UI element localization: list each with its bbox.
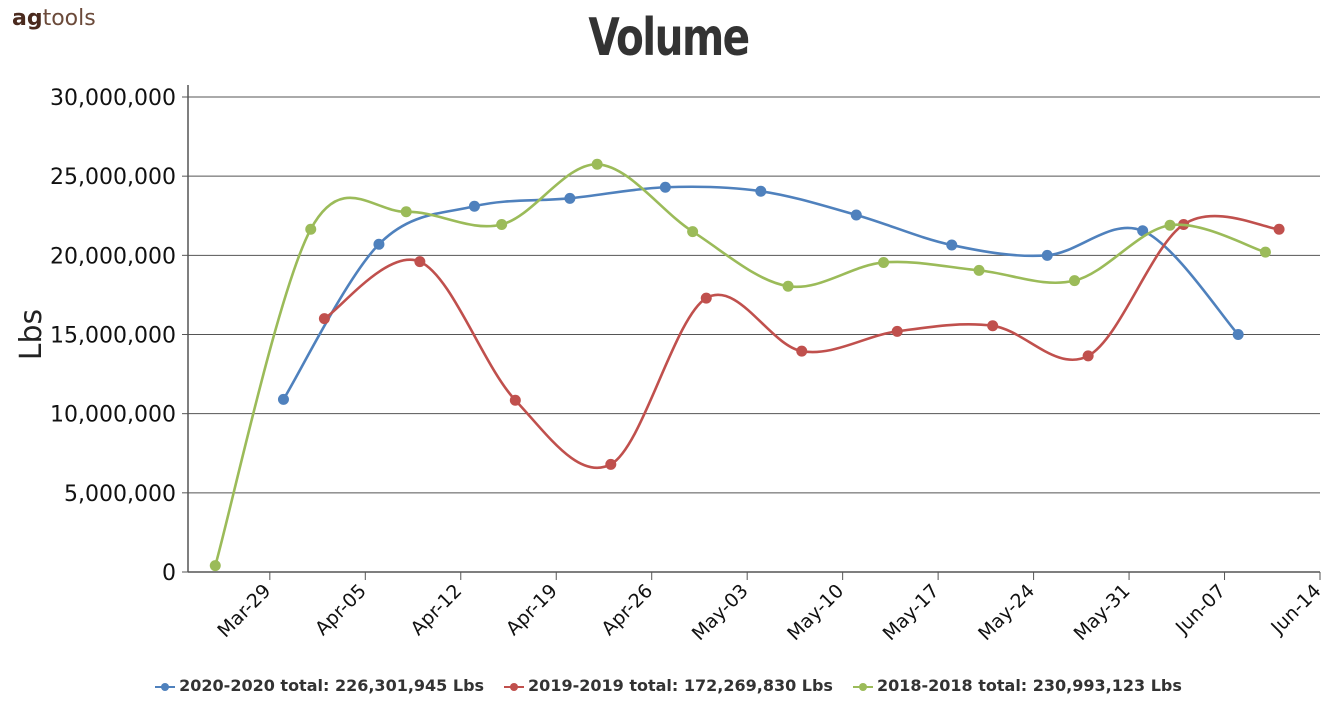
data-point (509, 394, 521, 406)
data-point (468, 200, 480, 212)
x-tick-label: May-10 (783, 580, 848, 645)
volume-line-chart: 0 5,000,000 10,000,000 15,000,000 20,000,000… (14, 85, 1326, 645)
logo-part-ag: ag (12, 6, 43, 31)
data-point (1137, 225, 1149, 237)
series-line-2 (214, 162, 1266, 567)
chart-legend: 2020-2020 total: 226,301,945 Lbs 2019-201… (0, 676, 1337, 695)
data-point (973, 264, 985, 276)
y-tick-label: 5,000,000 (64, 482, 176, 507)
legend-item[interactable]: 2020-2020 total: 226,301,945 Lbs (155, 676, 484, 695)
data-point (564, 192, 576, 204)
data-point (1082, 350, 1094, 362)
legend-label: 2020-2020 total: 226,301,945 Lbs (179, 676, 485, 695)
data-point (496, 218, 508, 230)
data-point (400, 206, 412, 218)
legend-item[interactable]: 2018-2018 total: 230,993,123 Lbs (852, 676, 1182, 695)
legend-item[interactable]: 2019-2019 total: 172,269,830 Lbs (504, 676, 833, 695)
x-tick-label: Apr-12 (406, 580, 466, 640)
x-tick-label: Apr-05 (311, 580, 371, 640)
series-line-1 (323, 214, 1280, 470)
legend-marker (155, 682, 176, 692)
legend-marker (852, 682, 873, 692)
y-axis-title: Lbs (14, 309, 49, 360)
data-point (1259, 246, 1271, 258)
x-tick-label: May-24 (974, 580, 1039, 645)
data-point (414, 256, 426, 268)
x-tick-label: May-03 (688, 580, 753, 645)
chart-title: Volume (588, 8, 750, 68)
data-point (591, 158, 603, 170)
x-tick-label: Mar-29 (213, 580, 275, 642)
x-tick-label: Apr-26 (597, 580, 657, 640)
legend-label: 2018-2018 total: 230,993,123 Lbs (876, 676, 1182, 695)
series-line-0 (282, 185, 1240, 401)
data-point (946, 239, 958, 251)
data-point (1069, 275, 1081, 287)
data-point (1232, 329, 1244, 340)
data-point (755, 185, 767, 197)
data-point (878, 256, 890, 268)
y-tick-label: 30,000,000 (50, 86, 176, 111)
data-point (987, 320, 999, 332)
data-point (850, 209, 862, 221)
y-tick-label: 20,000,000 (50, 244, 176, 269)
data-point (373, 238, 385, 250)
y-tick-label: 0 (162, 561, 176, 586)
data-point (891, 325, 903, 337)
agtools-logo: agtools (12, 6, 96, 31)
x-tick-label: May-31 (1070, 580, 1135, 645)
data-point (796, 345, 808, 357)
x-tick-label: Jun-14 (1266, 580, 1325, 639)
data-point (659, 181, 671, 193)
data-point (305, 223, 317, 235)
data-point (700, 292, 712, 304)
data-point (277, 393, 289, 405)
y-tick-label: 10,000,000 (50, 403, 176, 428)
data-point (209, 560, 221, 572)
y-tick-label: 25,000,000 (50, 165, 176, 190)
data-point (687, 226, 699, 238)
data-point (782, 280, 794, 292)
legend-label: 2019-2019 total: 172,269,830 Lbs (528, 676, 833, 695)
data-point (1041, 249, 1053, 261)
legend-marker (504, 682, 525, 692)
y-tick-label: 15,000,000 (50, 324, 176, 349)
data-point (605, 458, 617, 470)
x-tick-label: Jun-07 (1171, 580, 1230, 639)
x-tick-label: Apr-19 (502, 580, 562, 640)
data-point (1273, 223, 1285, 235)
logo-part-tools: tools (42, 6, 96, 31)
x-tick-label: May-17 (879, 580, 944, 645)
data-point (318, 313, 330, 325)
data-point (1164, 219, 1176, 231)
